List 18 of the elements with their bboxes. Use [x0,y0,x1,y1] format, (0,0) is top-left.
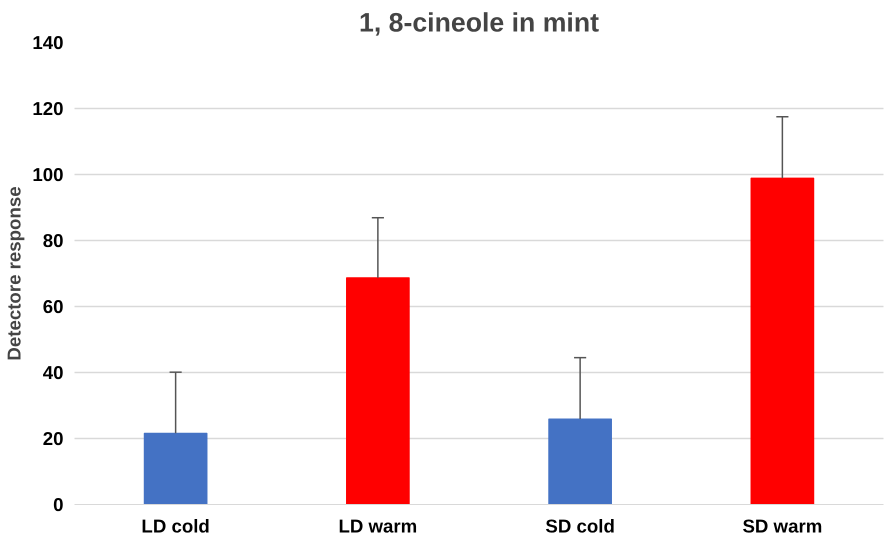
bar [346,277,410,504]
y-tick-label: 140 [32,32,64,53]
y-axis-title: Detectore response [3,186,24,361]
y-tick-label: 0 [53,494,64,515]
x-tick-label: LD cold [141,516,210,536]
y-tick-label: 100 [32,164,64,185]
chart-title: 1, 8-cineole in mint [359,8,600,38]
y-tick-label: 60 [42,296,64,317]
x-tick-label: SD cold [545,516,615,536]
x-tick-label: SD warm [742,516,822,536]
bar [548,418,612,504]
x-tick-label: LD warm [338,516,418,536]
y-tick-label: 20 [42,428,64,449]
bar [144,432,208,504]
y-tick-label: 120 [32,98,64,119]
y-tick-label: 40 [42,362,64,383]
y-tick-label: 80 [42,230,64,251]
bar [750,178,814,504]
